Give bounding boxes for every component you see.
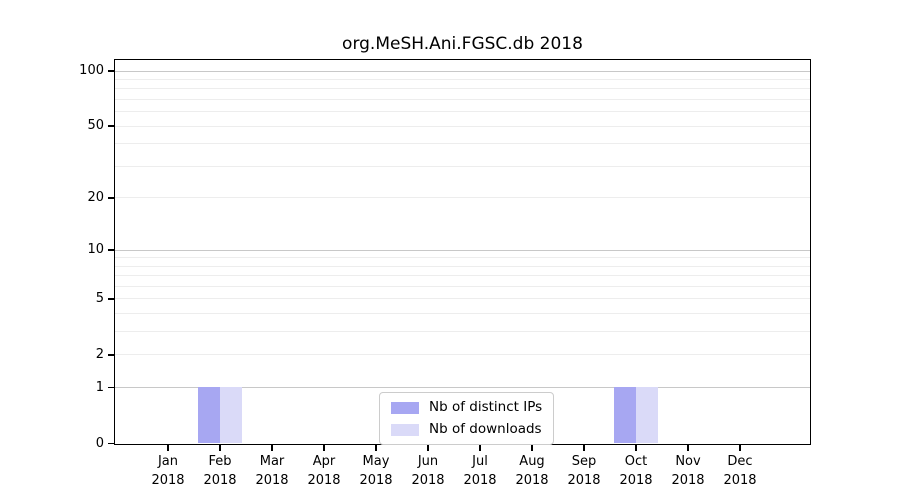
legend-label: Nb of distinct IPs bbox=[429, 399, 543, 415]
x-tick-year: 2018 bbox=[723, 473, 757, 488]
legend-swatch-downloads bbox=[391, 423, 419, 436]
y-tick-mark bbox=[107, 354, 114, 356]
y-tick-label: 0 bbox=[95, 435, 104, 451]
legend: Nb of distinct IPs Nb of downloads bbox=[379, 392, 555, 445]
x-tick-label: Apr 2018 bbox=[296, 452, 352, 490]
x-tick-mark bbox=[531, 445, 533, 451]
minor-gridline bbox=[115, 125, 810, 127]
x-tick-label: Feb 2018 bbox=[192, 452, 248, 490]
bar-downloads bbox=[635, 387, 658, 443]
chart-title: org.MeSH.Ani.FGSC.db 2018 bbox=[342, 34, 583, 54]
x-tick-year: 2018 bbox=[307, 473, 341, 488]
bar-distinct-ips bbox=[197, 387, 220, 443]
minor-gridline bbox=[115, 265, 810, 267]
x-tick-mark bbox=[687, 445, 689, 451]
x-tick-month: Nov bbox=[675, 454, 701, 469]
x-tick-mark bbox=[375, 445, 377, 451]
minor-gridline bbox=[115, 354, 810, 356]
x-tick-mark bbox=[323, 445, 325, 451]
y-tick-label: 20 bbox=[87, 189, 104, 205]
minor-gridline bbox=[115, 165, 810, 167]
x-tick-mark bbox=[219, 445, 221, 451]
x-tick-month: Jul bbox=[472, 454, 488, 469]
y-tick-mark bbox=[107, 442, 114, 445]
y-tick-label: 2 bbox=[95, 346, 104, 362]
x-tick-month: Jan bbox=[157, 454, 179, 469]
minor-gridline bbox=[115, 197, 810, 199]
x-tick-mark bbox=[739, 445, 741, 451]
minor-gridline bbox=[115, 298, 810, 300]
x-tick-label: Nov 2018 bbox=[660, 452, 716, 490]
x-tick-mark bbox=[583, 445, 585, 451]
minor-gridline bbox=[115, 98, 810, 100]
x-tick-label: Oct 2018 bbox=[608, 452, 664, 490]
y-tick-label: 10 bbox=[87, 242, 104, 257]
minor-gridline bbox=[115, 111, 810, 113]
minor-gridline bbox=[115, 331, 810, 333]
y-tick-mark bbox=[107, 125, 114, 127]
major-gridline bbox=[115, 70, 810, 72]
x-tick-mark bbox=[271, 445, 273, 451]
x-tick-month: Oct bbox=[624, 454, 648, 469]
x-tick-label: Sep 2018 bbox=[556, 452, 612, 490]
x-tick-month: Mar bbox=[259, 454, 285, 469]
x-tick-mark bbox=[479, 445, 481, 451]
x-tick-year: 2018 bbox=[203, 473, 237, 488]
y-tick-label: 5 bbox=[95, 290, 104, 306]
minor-gridline bbox=[115, 313, 810, 315]
x-tick-mark bbox=[167, 445, 169, 451]
y-tick-label: 1 bbox=[95, 379, 104, 395]
x-tick-year: 2018 bbox=[255, 473, 289, 488]
minor-gridline bbox=[115, 143, 810, 145]
x-tick-year: 2018 bbox=[567, 473, 601, 488]
x-tick-label: Jun 2018 bbox=[400, 452, 456, 490]
legend-swatch-distinct-ips bbox=[391, 401, 419, 414]
x-tick-month: May bbox=[362, 454, 390, 469]
x-tick-month: Jun bbox=[417, 454, 439, 469]
minor-gridline bbox=[115, 285, 810, 287]
x-tick-year: 2018 bbox=[151, 473, 185, 488]
y-tick-mark bbox=[107, 70, 114, 72]
minor-gridline bbox=[115, 275, 810, 277]
major-gridline bbox=[115, 249, 810, 251]
x-tick-mark bbox=[635, 445, 637, 451]
x-tick-month: Feb bbox=[208, 454, 232, 469]
x-tick-year: 2018 bbox=[411, 473, 445, 488]
plot-area bbox=[114, 59, 811, 445]
x-tick-year: 2018 bbox=[463, 473, 497, 488]
x-tick-label: Dec 2018 bbox=[712, 452, 768, 490]
legend-item: Nb of distinct IPs bbox=[391, 399, 542, 416]
x-tick-label: Jan 2018 bbox=[140, 452, 196, 490]
y-tick-label: 100 bbox=[79, 63, 104, 78]
legend-label: Nb of downloads bbox=[429, 421, 542, 437]
minor-gridline bbox=[115, 257, 810, 259]
y-tick-mark bbox=[107, 386, 114, 389]
y-tick-mark bbox=[107, 249, 114, 251]
x-tick-month: Apr bbox=[312, 454, 336, 469]
x-tick-label: Aug 2018 bbox=[504, 452, 560, 490]
y-tick-mark bbox=[107, 197, 114, 199]
major-gridline bbox=[115, 387, 810, 389]
minor-gridline bbox=[115, 88, 810, 90]
x-tick-mark bbox=[427, 445, 429, 451]
x-tick-month: Sep bbox=[571, 454, 597, 469]
x-tick-year: 2018 bbox=[515, 473, 549, 488]
minor-gridline bbox=[115, 78, 810, 80]
x-tick-year: 2018 bbox=[619, 473, 653, 488]
x-tick-label: May 2018 bbox=[348, 452, 404, 490]
x-tick-month: Aug bbox=[519, 454, 545, 469]
x-tick-month: Dec bbox=[727, 454, 753, 469]
x-tick-year: 2018 bbox=[359, 473, 393, 488]
bar-downloads bbox=[219, 387, 242, 443]
y-tick-label: 50 bbox=[87, 118, 104, 134]
x-tick-label: Jul 2018 bbox=[452, 452, 508, 490]
y-tick-mark bbox=[107, 298, 114, 300]
x-tick-year: 2018 bbox=[671, 473, 705, 488]
legend-item: Nb of downloads bbox=[391, 421, 542, 438]
bar-distinct-ips bbox=[613, 387, 636, 443]
x-tick-label: Mar 2018 bbox=[244, 452, 300, 490]
